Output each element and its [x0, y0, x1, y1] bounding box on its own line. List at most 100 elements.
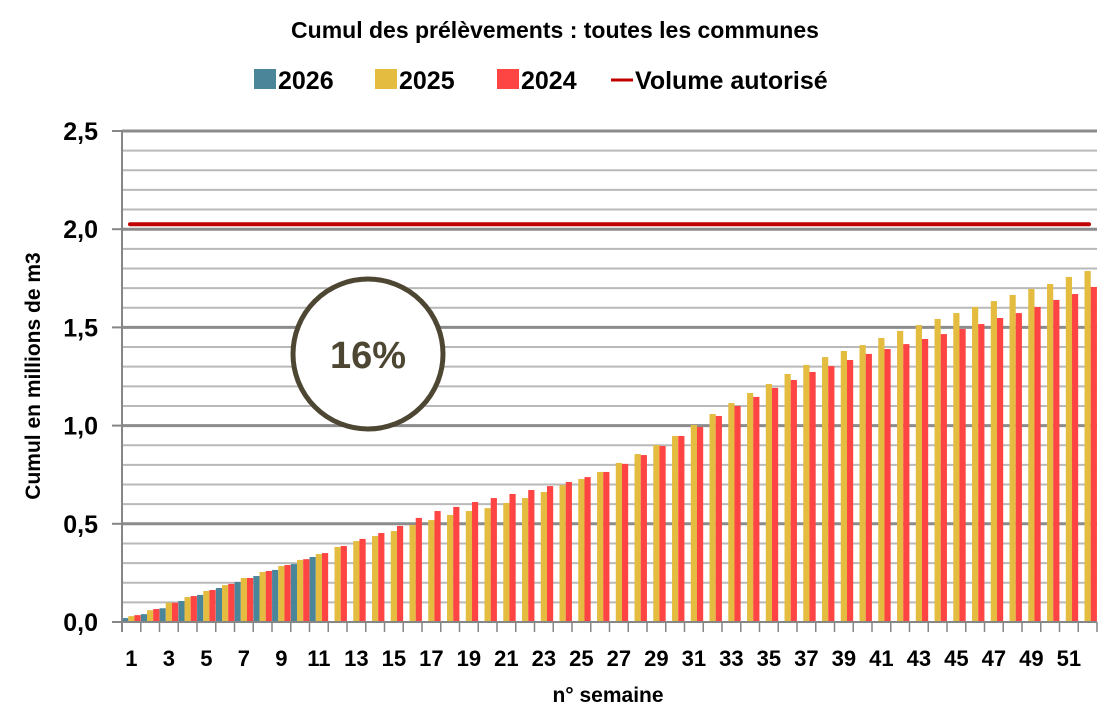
bar-2025-week-33 [728, 403, 735, 622]
legend-label: 2026 [278, 67, 334, 95]
x-tick-label: 43 [907, 646, 931, 671]
legend-item-volume-autorisé: Volume autorisé [611, 67, 828, 95]
bar-2025-week-24 [559, 485, 566, 622]
bar-2024-week-17 [434, 511, 441, 622]
bar-2024-week-13 [359, 538, 366, 622]
bar-2024-week-37 [809, 371, 816, 622]
bar-2025-week-6 [222, 585, 229, 622]
x-tick-label: 15 [382, 646, 406, 671]
bar-2025-week-9 [278, 566, 285, 622]
bar-2024-week-2 [153, 609, 160, 622]
bar-2025-week-38 [822, 357, 829, 622]
legend-swatch [497, 69, 519, 89]
bar-2024-week-39 [846, 360, 854, 622]
bar-2024-week-21 [509, 493, 516, 622]
percentage-badge-circle [290, 276, 446, 432]
bar-2025-week-41 [878, 338, 885, 622]
bar-2024-week-26 [603, 471, 610, 622]
bar-2025-week-36 [784, 373, 791, 622]
bar-2026-week-5 [197, 594, 204, 622]
bar-2025-week-32 [709, 414, 716, 622]
bar-2024-week-24 [565, 481, 572, 622]
x-tick-label: 21 [494, 646, 518, 671]
x-tick-label: 13 [344, 646, 368, 671]
percentage-badge-text: 16% [330, 335, 406, 377]
bar-2025-week-30 [672, 436, 679, 622]
bar-2024-week-1 [134, 615, 141, 622]
bar-2024-week-27 [621, 463, 629, 622]
y-tick-label: 2,0 [63, 216, 98, 244]
bar-2025-week-15 [390, 531, 397, 622]
legend-label: 2025 [399, 67, 455, 95]
legend: 2026 2025 2024 Volume autorisé [254, 67, 828, 95]
bar-2026-week-10 [290, 564, 298, 622]
bar-2025-week-25 [578, 479, 585, 622]
bar-2024-week-11 [321, 553, 329, 622]
bar-2024-week-16 [415, 517, 422, 622]
bar-2024-week-38 [828, 366, 835, 622]
bar-2025-week-13 [353, 541, 360, 622]
bar-2026-week-2 [140, 614, 148, 622]
bar-2025-week-47 [990, 301, 997, 622]
bar-2025-week-3 [165, 602, 172, 622]
bar-2025-week-43 [915, 325, 922, 622]
bar-2025-week-39 [840, 350, 847, 622]
legend-label: 2024 [521, 67, 577, 95]
bar-2024-week-44 [940, 334, 947, 622]
bar-2025-week-22 [522, 498, 529, 622]
bar-2024-week-34 [753, 396, 760, 622]
bar-2024-week-9 [284, 565, 291, 622]
bar-2025-week-8 [259, 571, 266, 622]
bar-2025-week-21 [503, 502, 510, 622]
bar-2024-week-40 [865, 353, 872, 622]
bar-2024-week-25 [584, 477, 591, 622]
bar-2024-week-32 [715, 415, 722, 622]
bar-2025-week-44 [934, 318, 941, 622]
bar-2024-week-7 [246, 578, 254, 622]
bar-2024-week-4 [190, 596, 197, 622]
bar-2025-week-14 [372, 535, 379, 622]
bar-2025-week-50 [1047, 284, 1054, 622]
x-tick-label: 41 [869, 646, 893, 671]
axes: 0,00,51,01,52,02,51 3 5 7 9 11 13 15 17 19 21 23 25 2… [63, 118, 1098, 671]
x-tick-label: 5 [200, 646, 212, 671]
bar-2025-week-19 [465, 511, 472, 622]
legend-item-2026: 2026 [254, 67, 334, 95]
bar-2026-week-6 [215, 588, 223, 622]
bar-2026-week-1 [122, 618, 129, 622]
x-axis-title: n° semaine [552, 684, 663, 707]
bar-2026-week-7 [234, 581, 241, 622]
bar-2024-week-36 [790, 380, 797, 622]
x-tick-label: 45 [944, 646, 968, 671]
y-axis-title: Cumul en millions de m3 [22, 252, 45, 499]
y-tick-label: 1,0 [63, 413, 98, 441]
bar-2026-week-3 [159, 608, 166, 622]
bar-2025-week-28 [634, 454, 641, 622]
bar-2025-week-4 [184, 597, 191, 622]
bar-2024-week-22 [528, 490, 535, 622]
bar-2024-week-49 [1034, 306, 1041, 622]
bar-2024-week-45 [959, 328, 966, 622]
bar-2024-week-41 [884, 349, 891, 622]
bar-2026-week-8 [253, 576, 260, 622]
bar-2025-week-29 [653, 445, 660, 622]
bar-2024-week-30 [678, 436, 685, 622]
x-tick-label: 47 [982, 646, 1006, 671]
x-tick-label: 33 [719, 646, 743, 671]
bar-2024-week-12 [340, 545, 347, 622]
bar-2025-week-18 [447, 514, 454, 622]
bar-2025-week-2 [147, 610, 154, 622]
bar-2024-week-18 [453, 506, 460, 622]
x-tick-label: 39 [832, 646, 856, 671]
x-tick-label: 35 [757, 646, 781, 671]
y-tick-label: 2,5 [63, 118, 98, 146]
bar-2024-week-28 [640, 455, 647, 622]
bar-2025-week-51 [1065, 276, 1072, 622]
x-tick-label: 23 [532, 646, 556, 671]
bar-2024-week-19 [471, 502, 479, 622]
bar-2025-week-11 [315, 554, 322, 622]
bar-2024-week-50 [1053, 299, 1060, 622]
bar-2024-week-52 [1090, 286, 1097, 622]
x-tick-label: 1 [125, 646, 137, 671]
